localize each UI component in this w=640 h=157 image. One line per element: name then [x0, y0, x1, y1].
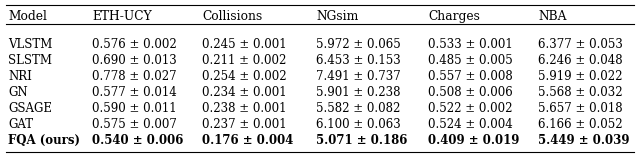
Text: 0.575 ± 0.007: 0.575 ± 0.007 [92, 118, 177, 131]
Text: 0.238 ± 0.001: 0.238 ± 0.001 [202, 102, 287, 115]
Text: Charges: Charges [428, 10, 480, 23]
Text: FQA (ours): FQA (ours) [8, 134, 80, 147]
Text: 6.246 ± 0.048: 6.246 ± 0.048 [538, 54, 623, 67]
Text: 0.234 ± 0.001: 0.234 ± 0.001 [202, 86, 287, 99]
Text: 0.508 ± 0.006: 0.508 ± 0.006 [428, 86, 513, 99]
Text: GSAGE: GSAGE [8, 102, 52, 115]
Text: 5.071 ± 0.186: 5.071 ± 0.186 [316, 134, 408, 147]
Text: GN: GN [8, 86, 28, 99]
Text: 0.577 ± 0.014: 0.577 ± 0.014 [92, 86, 177, 99]
Text: SLSTM: SLSTM [8, 54, 52, 67]
Text: 6.166 ± 0.052: 6.166 ± 0.052 [538, 118, 623, 131]
Text: 5.919 ± 0.022: 5.919 ± 0.022 [538, 70, 623, 83]
Text: GAT: GAT [8, 118, 33, 131]
Text: 5.582 ± 0.082: 5.582 ± 0.082 [316, 102, 401, 115]
Text: 0.524 ± 0.004: 0.524 ± 0.004 [428, 118, 513, 131]
Text: 0.237 ± 0.001: 0.237 ± 0.001 [202, 118, 287, 131]
Text: 5.568 ± 0.032: 5.568 ± 0.032 [538, 86, 623, 99]
Text: 5.657 ± 0.018: 5.657 ± 0.018 [538, 102, 623, 115]
Text: 6.100 ± 0.063: 6.100 ± 0.063 [316, 118, 401, 131]
Text: 0.254 ± 0.002: 0.254 ± 0.002 [202, 70, 287, 83]
Text: 0.176 ± 0.004: 0.176 ± 0.004 [202, 134, 293, 147]
Text: VLSTM: VLSTM [8, 38, 52, 51]
Text: 5.449 ± 0.039: 5.449 ± 0.039 [538, 134, 630, 147]
Text: NRI: NRI [8, 70, 32, 83]
Text: 0.245 ± 0.001: 0.245 ± 0.001 [202, 38, 287, 51]
Text: 0.211 ± 0.002: 0.211 ± 0.002 [202, 54, 286, 67]
Text: 5.972 ± 0.065: 5.972 ± 0.065 [316, 38, 401, 51]
Text: 0.522 ± 0.002: 0.522 ± 0.002 [428, 102, 513, 115]
Text: 6.377 ± 0.053: 6.377 ± 0.053 [538, 38, 623, 51]
Text: 7.491 ± 0.737: 7.491 ± 0.737 [316, 70, 401, 83]
Text: Collisions: Collisions [202, 10, 262, 23]
Text: 6.453 ± 0.153: 6.453 ± 0.153 [316, 54, 401, 67]
Text: NGsim: NGsim [316, 10, 358, 23]
Text: 0.557 ± 0.008: 0.557 ± 0.008 [428, 70, 513, 83]
Text: NBA: NBA [538, 10, 566, 23]
Text: 0.590 ± 0.011: 0.590 ± 0.011 [92, 102, 177, 115]
Text: Model: Model [8, 10, 47, 23]
Text: 0.409 ± 0.019: 0.409 ± 0.019 [428, 134, 520, 147]
Text: 0.778 ± 0.027: 0.778 ± 0.027 [92, 70, 177, 83]
Text: ETH-UCY: ETH-UCY [92, 10, 152, 23]
Text: 0.576 ± 0.002: 0.576 ± 0.002 [92, 38, 177, 51]
Text: 0.485 ± 0.005: 0.485 ± 0.005 [428, 54, 513, 67]
Text: 5.901 ± 0.238: 5.901 ± 0.238 [316, 86, 401, 99]
Text: 0.690 ± 0.013: 0.690 ± 0.013 [92, 54, 177, 67]
Text: 0.533 ± 0.001: 0.533 ± 0.001 [428, 38, 513, 51]
Text: 0.540 ± 0.006: 0.540 ± 0.006 [92, 134, 184, 147]
